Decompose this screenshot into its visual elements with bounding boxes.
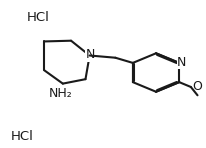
Text: HCl: HCl (27, 11, 50, 24)
Text: NH₂: NH₂ (49, 87, 73, 100)
Text: N: N (177, 56, 187, 69)
Text: HCl: HCl (10, 130, 33, 143)
Text: N: N (86, 48, 95, 61)
Text: O: O (192, 81, 202, 93)
